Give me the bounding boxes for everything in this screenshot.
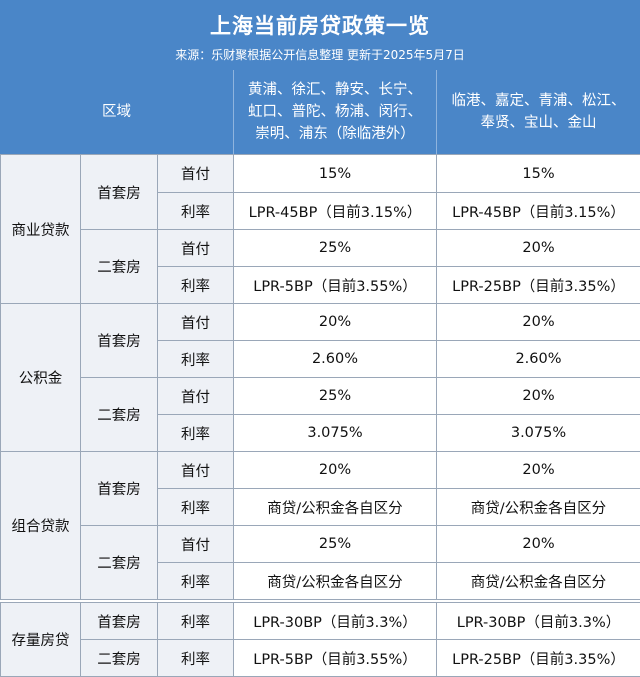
table-row: 公积金 首套房 首付 20% 20% [0,303,640,452]
value-cell: LPR-30BP（目前3.3%） [233,602,437,640]
district-line: 黄浦、徐汇、静安、长宁、 [248,82,422,98]
value-cell: LPR-5BP（目前3.55%） [233,639,437,677]
table-row: 二套房 首付 25% 20% [1,229,640,304]
district-line: 虹口、普陀、杨浦、闵行、 [248,104,422,120]
district-header-a: 黄浦、徐汇、静安、长宁、 虹口、普陀、杨浦、闵行、 崇明、浦东（除临港外） [234,76,436,148]
policy-table: 商业贷款 首套房 首付 15% 15% 利率 LPR-45BP（目前3.15%）… [0,154,640,677]
item-label: 首付 [157,229,234,267]
table-row: 商业贷款 首套房 首付 15% 15% [0,154,640,304]
value-cell: 商贷/公积金各自区分 [233,562,437,600]
table-row: 利率 LPR-5BP（目前3.55%） LPR-25BP（目前3.35%） [1,266,640,304]
value-cell: LPR-30BP（目前3.3%） [436,602,640,640]
table-row: 二套房 利率 LPR-5BP（目前3.55%） LPR-25BP（目前3.35%… [1,639,640,677]
home-type-cell: 首套房 [80,154,158,230]
district-line: 临港、嘉定、青浦、松江、 [451,93,626,109]
item-label: 利率 [157,639,234,677]
table-row: 二套房 首付 25% 20% [1,377,640,452]
region-label: 区域 [102,104,131,120]
table-row: 利率 3.075% 3.075% [1,414,640,452]
header-divider [233,70,234,154]
value-cell: 3.075% [233,414,437,452]
table-row: 利率 LPR-45BP（目前3.15%） LPR-45BP（目前3.15%） [1,192,640,230]
value-cell: 15% [233,154,437,193]
value-cell: 商贷/公积金各自区分 [436,562,640,600]
value-cell: 2.60% [233,340,437,378]
table-header: 上海当前房贷政策一览 来源：乐财聚根据公开信息整理 更新于2025年5月7日 区… [0,0,640,154]
value-cell: 20% [436,229,640,267]
table-row: 利率 商贷/公积金各自区分 商贷/公积金各自区分 [1,488,640,526]
item-label: 利率 [157,562,234,600]
value-cell: LPR-25BP（目前3.35%） [436,639,640,677]
item-label: 利率 [157,602,234,640]
home-type-cell: 二套房 [80,229,158,304]
value-cell: 15% [436,154,640,193]
table-row: 利率 2.60% 2.60% [1,340,640,378]
region-header: 区域 [0,70,233,154]
item-label: 利率 [157,266,234,304]
category-cell: 商业贷款 [0,154,81,304]
source-note: 来源：乐财聚根据公开信息整理 更新于2025年5月7日 [175,48,465,62]
value-cell: 商贷/公积金各自区分 [233,488,437,526]
item-label: 利率 [157,340,234,378]
category-cell: 公积金 [0,303,81,452]
item-label: 首付 [157,451,234,489]
value-cell: 商贷/公积金各自区分 [436,488,640,526]
value-cell: 2.60% [436,340,640,378]
value-cell: LPR-45BP（目前3.15%） [233,192,437,230]
home-type-cell: 首套房 [80,451,158,526]
home-type-cell: 二套房 [80,639,158,677]
value-cell: LPR-25BP（目前3.35%） [436,266,640,304]
item-label: 首付 [157,303,234,341]
home-type-cell: 二套房 [80,377,158,452]
category-cell: 存量房贷 [0,602,81,677]
value-cell: 25% [233,229,437,267]
value-cell: 3.075% [436,414,640,452]
value-cell: 20% [233,303,437,341]
table-row: 组合贷款 首套房 首付 20% 20% [0,451,640,600]
home-type-cell: 首套房 [80,602,158,640]
value-cell: 20% [233,451,437,489]
home-type-cell: 二套房 [80,525,158,600]
district-header-b: 临港、嘉定、青浦、松江、 奉贤、宝山、金山 [437,76,640,148]
value-cell: 25% [233,525,437,563]
value-cell: LPR-45BP（目前3.15%） [436,192,640,230]
table-row: 存量房贷 首套房 利率 LPR-30BP（目前3.3%） LPR-30BP（目前… [0,602,640,677]
item-label: 利率 [157,414,234,452]
item-label: 首付 [157,154,234,193]
value-cell: 20% [436,303,640,341]
district-line: 奉贤、宝山、金山 [480,115,597,131]
category-cell: 组合贷款 [0,451,81,600]
page-title: 上海当前房贷政策一览 [210,14,430,38]
value-cell: 20% [436,525,640,563]
home-type-cell: 首套房 [80,303,158,378]
item-label: 利率 [157,192,234,230]
value-cell: 20% [436,451,640,489]
value-cell: 20% [436,377,640,415]
item-label: 首付 [157,377,234,415]
item-label: 利率 [157,488,234,526]
value-cell: 25% [233,377,437,415]
value-cell: LPR-5BP（目前3.55%） [233,266,437,304]
table-row: 二套房 首付 25% 20% [1,525,640,600]
header-divider [436,70,437,154]
district-line: 崇明、浦东（除临港外） [255,126,415,142]
item-label: 首付 [157,525,234,563]
